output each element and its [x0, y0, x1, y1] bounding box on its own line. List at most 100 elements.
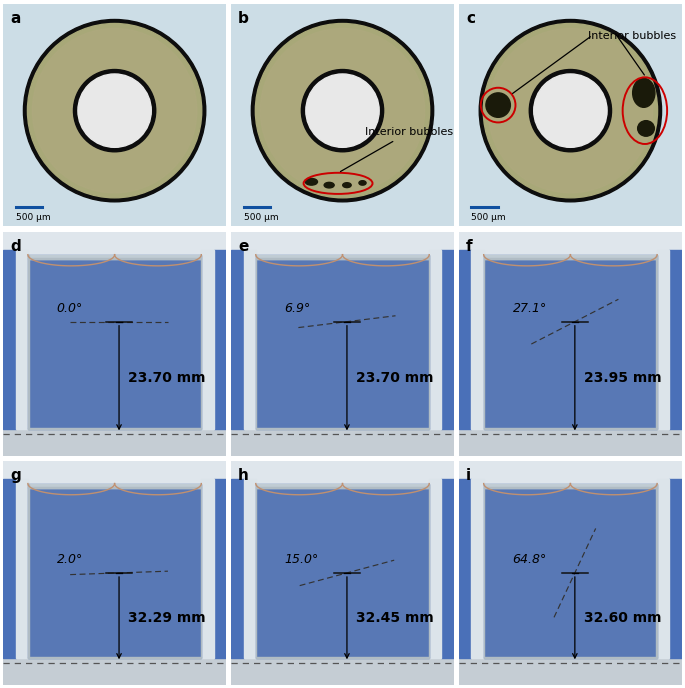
- Ellipse shape: [638, 120, 654, 136]
- Bar: [214, 250, 226, 429]
- Text: d: d: [10, 239, 21, 254]
- Bar: [256, 428, 429, 429]
- Bar: [232, 233, 453, 255]
- Bar: [244, 479, 256, 658]
- Bar: [484, 255, 657, 429]
- Bar: [201, 479, 214, 658]
- Bar: [244, 250, 256, 429]
- Circle shape: [73, 69, 155, 152]
- Bar: [459, 250, 471, 429]
- Text: a: a: [10, 10, 21, 25]
- Circle shape: [479, 19, 662, 202]
- Bar: [484, 255, 657, 259]
- Bar: [441, 479, 453, 658]
- Bar: [16, 250, 28, 429]
- Bar: [484, 487, 657, 488]
- Text: 32.45 mm: 32.45 mm: [356, 611, 434, 625]
- Circle shape: [78, 74, 151, 147]
- Bar: [669, 479, 682, 658]
- Text: 23.70 mm: 23.70 mm: [356, 371, 434, 385]
- Bar: [471, 250, 484, 429]
- Circle shape: [251, 19, 434, 202]
- Ellipse shape: [324, 182, 334, 188]
- Circle shape: [27, 23, 202, 198]
- Bar: [28, 484, 201, 488]
- Ellipse shape: [306, 178, 317, 185]
- Bar: [459, 461, 682, 484]
- Circle shape: [260, 28, 425, 193]
- Text: 32.29 mm: 32.29 mm: [128, 611, 206, 625]
- Bar: [484, 428, 657, 429]
- Bar: [3, 461, 226, 484]
- Text: e: e: [238, 239, 249, 254]
- Bar: [657, 479, 669, 658]
- Bar: [459, 233, 682, 255]
- Bar: [429, 250, 441, 429]
- Text: 23.70 mm: 23.70 mm: [128, 371, 206, 385]
- Text: 2.0°: 2.0°: [57, 553, 83, 566]
- Text: Interior bubbles: Interior bubbles: [340, 127, 453, 171]
- Text: 500 μm: 500 μm: [471, 213, 506, 222]
- Circle shape: [486, 93, 510, 118]
- Text: g: g: [10, 468, 21, 483]
- Bar: [28, 255, 201, 259]
- Bar: [28, 258, 201, 259]
- Bar: [256, 258, 429, 259]
- Bar: [232, 479, 244, 658]
- Bar: [3, 250, 16, 429]
- Bar: [28, 487, 201, 488]
- Text: 0.0°: 0.0°: [57, 302, 83, 315]
- Text: 500 μm: 500 μm: [16, 213, 50, 222]
- Bar: [459, 479, 471, 658]
- Bar: [657, 250, 669, 429]
- Bar: [441, 250, 453, 429]
- Circle shape: [483, 23, 658, 198]
- Bar: [3, 233, 226, 255]
- Text: h: h: [238, 468, 249, 483]
- Bar: [16, 479, 28, 658]
- Ellipse shape: [359, 181, 366, 185]
- Bar: [214, 479, 226, 658]
- Bar: [256, 255, 429, 259]
- Bar: [484, 656, 657, 658]
- Bar: [232, 250, 244, 429]
- Text: Interior bubbles: Interior bubbles: [588, 30, 676, 41]
- Bar: [232, 461, 453, 484]
- Bar: [201, 250, 214, 429]
- Bar: [28, 428, 201, 429]
- Text: c: c: [466, 10, 475, 25]
- Text: 27.1°: 27.1°: [512, 302, 547, 315]
- Ellipse shape: [633, 78, 655, 107]
- Text: f: f: [466, 239, 473, 254]
- Bar: [3, 479, 16, 658]
- Text: 32.60 mm: 32.60 mm: [584, 611, 661, 625]
- Text: 64.8°: 64.8°: [512, 553, 547, 566]
- Bar: [256, 487, 429, 488]
- Bar: [28, 484, 201, 658]
- Circle shape: [306, 74, 379, 147]
- Bar: [28, 656, 201, 658]
- Text: 15.0°: 15.0°: [285, 553, 319, 566]
- Bar: [256, 656, 429, 658]
- Bar: [28, 255, 201, 429]
- Bar: [256, 255, 429, 429]
- Circle shape: [301, 69, 384, 152]
- Bar: [484, 484, 657, 488]
- Bar: [256, 484, 429, 488]
- Ellipse shape: [342, 183, 351, 188]
- Text: 23.95 mm: 23.95 mm: [584, 371, 662, 385]
- Bar: [669, 250, 682, 429]
- Circle shape: [488, 28, 653, 193]
- Circle shape: [530, 69, 612, 152]
- Bar: [429, 479, 441, 658]
- Circle shape: [534, 74, 607, 147]
- Circle shape: [32, 28, 197, 193]
- Circle shape: [256, 23, 429, 198]
- Bar: [256, 484, 429, 658]
- Text: i: i: [466, 468, 471, 483]
- Bar: [484, 484, 657, 658]
- Text: b: b: [238, 10, 249, 25]
- Circle shape: [23, 19, 206, 202]
- Bar: [471, 479, 484, 658]
- Bar: [484, 258, 657, 259]
